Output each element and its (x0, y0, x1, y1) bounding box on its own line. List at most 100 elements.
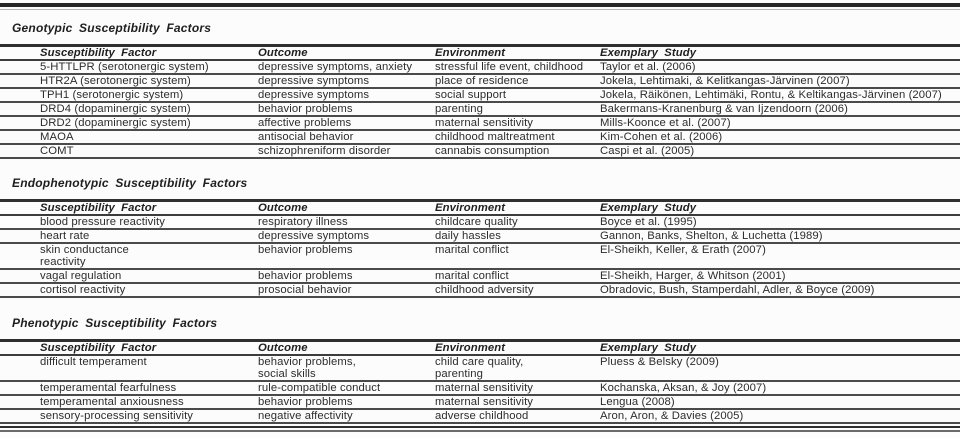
cell-factor: skin conductance reactivity (0, 243, 258, 270)
table-row: vagal regulation behavior problems marit… (0, 269, 960, 284)
table-row: TPH1 (serotonergic system) depressive sy… (0, 88, 960, 103)
phenotypic-factors-table: Susceptibility Factor Outcome Environmen… (0, 339, 960, 424)
cell-study: Taylor et al. (2006) (600, 60, 960, 75)
cell-environment: childhood adversity (435, 283, 600, 298)
column-header-environment: Environment (435, 45, 600, 61)
cell-study: Lengua (2008) (600, 395, 960, 410)
table-header: Susceptibility Factor Outcome Environmen… (0, 45, 960, 61)
cell-outcome: behavior problems (258, 102, 435, 117)
cell-factor: HTR2A (serotonergic system) (0, 74, 258, 89)
table-row: MAOA antisocial behavior childhood maltr… (0, 130, 960, 145)
column-header-outcome: Outcome (258, 340, 435, 356)
cell-outcome: antisocial behavior (258, 130, 435, 145)
cell-outcome: affective problems (258, 116, 435, 131)
cell-environment: parenting (435, 102, 600, 117)
cell-factor: DRD2 (dopaminergic system) (0, 116, 258, 131)
cell-study: Obradovic, Bush, Stamperdahl, Adler, & B… (600, 283, 960, 298)
header-row: Susceptibility Factor Outcome Environmen… (0, 340, 960, 356)
cell-factor: blood pressure reactivity (0, 215, 258, 230)
cell-environment: place of residence (435, 74, 600, 89)
cell-study: Jokela, Räikönen, Lehtimäki, Rontu, & Ke… (600, 88, 960, 103)
bottom-horizontal-rule (0, 426, 960, 432)
column-header-outcome: Outcome (258, 200, 435, 216)
cell-study: Gannon, Banks, Shelton, & Luchetta (1989… (600, 229, 960, 244)
cell-environment: childhood maltreatment (435, 130, 600, 145)
cell-factor: temperamental anxiousness (0, 395, 258, 410)
cell-outcome: rule-compatible conduct (258, 381, 435, 396)
column-header-exemplary-study: Exemplary Study (600, 340, 960, 356)
cell-outcome: depressive symptoms (258, 88, 435, 103)
cell-outcome: schizophreniform disorder (258, 144, 435, 159)
cell-study: Bakermans-Kranenburg & van Ijzendoorn (2… (600, 102, 960, 117)
cell-environment: maternal sensitivity (435, 395, 600, 410)
cell-outcome: behavior problems, social skills (258, 355, 435, 382)
column-header-environment: Environment (435, 340, 600, 356)
cell-study: Pluess & Belsky (2009) (600, 355, 960, 382)
table-row: DRD2 (dopaminergic system) affective pro… (0, 116, 960, 131)
cell-outcome: behavior problems (258, 395, 435, 410)
cell-study: Mills-Koonce et al. (2007) (600, 116, 960, 131)
table-row: temperamental anxiousness behavior probl… (0, 395, 960, 410)
table-row: DRD4 (dopaminergic system) behavior prob… (0, 102, 960, 117)
table-row: sensory-processing sensitivity negative … (0, 409, 960, 424)
cell-environment: stressful life event, childhood (435, 60, 600, 75)
column-header-susceptibility-factor: Susceptibility Factor (0, 200, 258, 216)
cell-environment: adverse childhood (435, 409, 600, 424)
table-row: skin conductance reactivity behavior pro… (0, 243, 960, 270)
cell-study: Caspi et al. (2005) (600, 144, 960, 159)
cell-factor: DRD4 (dopaminergic system) (0, 102, 258, 117)
cell-study: El-Sheikh, Keller, & Erath (2007) (600, 243, 960, 270)
table-header: Susceptibility Factor Outcome Environmen… (0, 200, 960, 216)
cell-factor: MAOA (0, 130, 258, 145)
cell-factor: 5-HTTLPR (serotonergic system) (0, 60, 258, 75)
table-row: COMT schizophreniform disorder cannabis … (0, 144, 960, 159)
cell-factor: difficult temperament (0, 355, 258, 382)
section-phenotypic: Phenotypic Susceptibility Factors Suscep… (0, 316, 960, 424)
table-row: cortisol reactivity prosocial behavior c… (0, 283, 960, 298)
table-header: Susceptibility Factor Outcome Environmen… (0, 340, 960, 356)
cell-environment: cannabis consumption (435, 144, 600, 159)
cell-outcome: behavior problems (258, 269, 435, 284)
cell-environment: marital conflict (435, 243, 600, 270)
column-header-susceptibility-factor: Susceptibility Factor (0, 340, 258, 356)
cell-factor: vagal regulation (0, 269, 258, 284)
cell-environment: child care quality, parenting (435, 355, 600, 382)
section-heading-genotypic: Genotypic Susceptibility Factors (12, 21, 212, 35)
column-header-exemplary-study: Exemplary Study (600, 45, 960, 61)
column-header-susceptibility-factor: Susceptibility Factor (0, 45, 258, 61)
cell-study: Aron, Aron, & Davies (2005) (600, 409, 960, 424)
cell-environment: social support (435, 88, 600, 103)
table-row: blood pressure reactivity respiratory il… (0, 215, 960, 230)
cell-outcome: depressive symptoms, anxiety (258, 60, 435, 75)
top-horizontal-rule (0, 3, 960, 10)
cell-factor: temperamental fearfulness (0, 381, 258, 396)
cell-outcome: depressive symptoms (258, 74, 435, 89)
cell-study: Boyce et al. (1995) (600, 215, 960, 230)
cell-study: Kochanska, Aksan, & Joy (2007) (600, 381, 960, 396)
section-genotypic: Genotypic Susceptibility Factors Suscept… (0, 21, 960, 159)
cell-factor: COMT (0, 144, 258, 159)
cell-study: Jokela, Lehtimaki, & Kelitkangas-Järvine… (600, 74, 960, 89)
genotypic-factors-table: Susceptibility Factor Outcome Environmen… (0, 44, 960, 159)
cell-outcome: behavior problems (258, 243, 435, 270)
cell-environment: childcare quality (435, 215, 600, 230)
cell-study: El-Sheikh, Harger, & Whitson (2001) (600, 269, 960, 284)
cell-factor: cortisol reactivity (0, 283, 258, 298)
endophenotypic-factors-table: Susceptibility Factor Outcome Environmen… (0, 199, 960, 298)
section-endophenotypic: Endophenotypic Susceptibility Factors Su… (0, 176, 960, 298)
header-row: Susceptibility Factor Outcome Environmen… (0, 200, 960, 216)
cell-environment: maternal sensitivity (435, 381, 600, 396)
cell-study: Kim-Cohen et al. (2006) (600, 130, 960, 145)
cell-environment: marital conflict (435, 269, 600, 284)
column-header-exemplary-study: Exemplary Study (600, 200, 960, 216)
header-row: Susceptibility Factor Outcome Environmen… (0, 45, 960, 61)
cell-outcome: negative affectivity (258, 409, 435, 424)
cell-factor: heart rate (0, 229, 258, 244)
table-row: 5-HTTLPR (serotonergic system) depressiv… (0, 60, 960, 75)
cell-environment: daily hassles (435, 229, 600, 244)
column-header-environment: Environment (435, 200, 600, 216)
cell-outcome: prosocial behavior (258, 283, 435, 298)
cell-outcome: depressive symptoms (258, 229, 435, 244)
section-heading-endophenotypic: Endophenotypic Susceptibility Factors (12, 176, 248, 190)
